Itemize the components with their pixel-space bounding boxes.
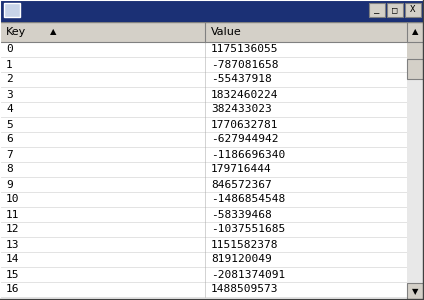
Text: 1151582378: 1151582378 [211, 239, 279, 250]
Text: Value: Value [211, 27, 242, 37]
Text: 382433023: 382433023 [211, 104, 272, 115]
Text: _: _ [374, 5, 379, 14]
Text: -58339468: -58339468 [211, 209, 272, 220]
Text: -1037551685: -1037551685 [211, 224, 285, 235]
Text: ▲: ▲ [412, 28, 419, 37]
Bar [405, 3, 421, 17]
Text: ▼: ▼ [412, 287, 419, 296]
Bar [4, 3, 20, 17]
Text: 12: 12 [6, 224, 20, 235]
Text: Key: Key [6, 27, 26, 37]
Text: -627944942: -627944942 [211, 134, 279, 145]
Bar [4, 3, 20, 17]
Bar [0, 162, 407, 177]
Bar [407, 22, 424, 42]
Text: □: □ [392, 5, 398, 14]
Bar [387, 3, 403, 17]
Bar [0, 177, 407, 192]
Text: 2: 2 [6, 74, 13, 85]
Bar [0, 72, 407, 87]
Text: 11: 11 [6, 209, 20, 220]
Bar [407, 59, 424, 79]
Bar [0, 87, 407, 102]
Text: -55437918: -55437918 [211, 74, 272, 85]
Text: 179716444: 179716444 [211, 164, 272, 175]
Text: 1175136055: 1175136055 [211, 44, 279, 55]
Text: -1486854548: -1486854548 [211, 194, 285, 205]
Bar [0, 207, 407, 222]
Text: 7: 7 [6, 149, 13, 160]
Bar [0, 222, 407, 237]
Bar [0, 132, 407, 147]
Bar [0, 22, 407, 42]
Bar [0, 282, 407, 297]
Text: 846572367: 846572367 [211, 179, 272, 190]
Text: -787081658: -787081658 [211, 59, 279, 70]
Bar [0, 0, 424, 22]
Text: -1186696340: -1186696340 [211, 149, 285, 160]
Text: -2081374091: -2081374091 [211, 269, 285, 280]
Bar [0, 267, 407, 282]
Bar [0, 237, 407, 252]
Bar [0, 42, 407, 57]
Text: 9: 9 [6, 179, 13, 190]
Text: 819120049: 819120049 [211, 254, 272, 265]
Bar [407, 283, 424, 300]
Text: 1: 1 [6, 59, 13, 70]
Bar [407, 22, 424, 300]
Text: 8: 8 [6, 164, 13, 175]
Text: 1770632781: 1770632781 [211, 119, 279, 130]
Text: 6: 6 [6, 134, 13, 145]
Text: ▲: ▲ [50, 28, 56, 37]
Bar [0, 147, 407, 162]
Text: 14: 14 [6, 254, 20, 265]
Text: 1488509573: 1488509573 [211, 284, 279, 295]
Text: 13: 13 [6, 239, 20, 250]
Bar [0, 57, 407, 72]
Text: 3: 3 [6, 89, 13, 100]
Text: 0: 0 [6, 44, 13, 55]
Bar [0, 117, 407, 132]
Bar [407, 79, 424, 283]
Bar [369, 3, 385, 17]
Bar [0, 252, 407, 267]
Text: X: X [410, 5, 416, 14]
Text: 10: 10 [6, 194, 20, 205]
Text: 1832460224: 1832460224 [211, 89, 279, 100]
Bar [0, 102, 407, 117]
Text: 4: 4 [6, 104, 13, 115]
Text: 16: 16 [6, 284, 20, 295]
Bar [0, 192, 407, 207]
Text: 15: 15 [6, 269, 20, 280]
Text: 5: 5 [6, 119, 13, 130]
